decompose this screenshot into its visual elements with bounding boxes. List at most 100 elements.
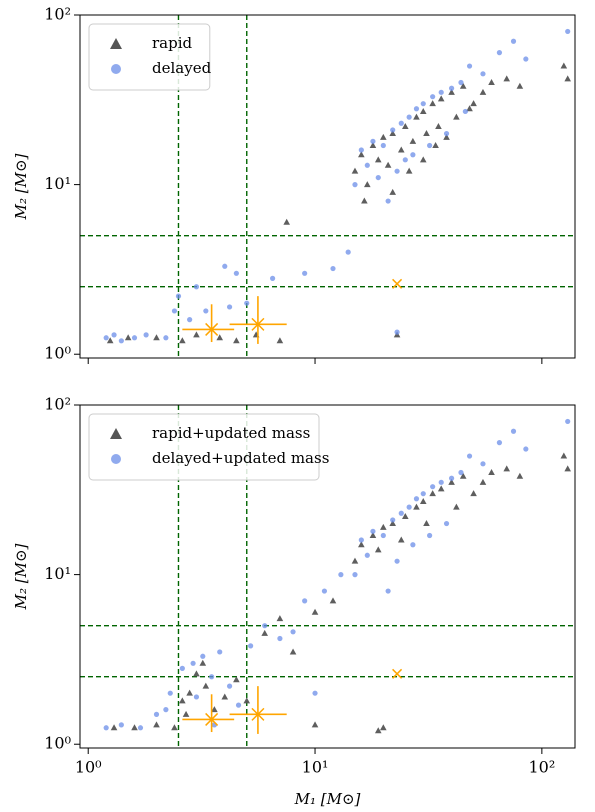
point <box>179 665 185 671</box>
point <box>453 503 460 510</box>
point <box>233 337 240 344</box>
point <box>410 152 416 158</box>
point <box>277 635 283 642</box>
observed-marker <box>251 707 265 721</box>
observed-marker <box>205 322 219 336</box>
point <box>510 38 517 44</box>
point <box>406 114 412 120</box>
point <box>222 263 228 269</box>
point <box>380 523 387 530</box>
point <box>397 146 405 153</box>
point <box>143 332 149 338</box>
point <box>420 101 426 107</box>
point <box>216 334 224 341</box>
observed-marker <box>251 317 265 331</box>
point <box>496 440 503 446</box>
point <box>510 428 517 434</box>
point <box>448 88 455 95</box>
point <box>199 659 207 666</box>
point <box>516 472 524 479</box>
point <box>516 82 524 89</box>
point <box>423 520 430 527</box>
point <box>523 446 529 452</box>
point <box>423 130 430 137</box>
point <box>496 50 503 56</box>
point <box>430 94 436 100</box>
point <box>370 138 376 144</box>
point <box>369 142 377 149</box>
point <box>462 108 468 115</box>
point <box>466 63 473 69</box>
point <box>103 725 109 731</box>
point <box>380 532 386 539</box>
point <box>459 82 467 89</box>
legend-label: rapid+updated mass <box>152 424 310 442</box>
point <box>352 572 358 578</box>
point <box>430 484 436 490</box>
point <box>163 335 169 341</box>
point <box>470 490 477 497</box>
point <box>435 123 442 130</box>
point <box>226 683 233 689</box>
point <box>409 137 417 144</box>
point <box>330 265 336 272</box>
point <box>153 721 160 728</box>
y-tick-label: 10² <box>44 5 71 24</box>
point <box>345 249 351 255</box>
point <box>523 56 529 62</box>
y-tick-label: 10¹ <box>44 564 71 583</box>
y-tick-label: 10⁰ <box>44 734 71 753</box>
point <box>193 694 200 700</box>
point <box>420 491 426 497</box>
point <box>427 142 433 149</box>
point <box>261 629 269 636</box>
point <box>565 28 571 35</box>
point <box>171 308 178 314</box>
point <box>385 198 391 204</box>
point <box>380 724 387 731</box>
point <box>448 478 455 485</box>
panel: 10⁰ 10¹ 10² M₂ [M⊙] rapid delayed <box>12 5 576 364</box>
point <box>163 707 169 713</box>
point <box>351 167 359 174</box>
point <box>438 479 444 485</box>
point <box>565 418 571 425</box>
point <box>560 452 568 459</box>
point <box>413 496 420 502</box>
point <box>401 513 409 520</box>
point <box>380 142 386 149</box>
point <box>458 469 464 476</box>
point <box>503 465 511 472</box>
point <box>401 123 409 130</box>
observed-marker <box>392 278 403 289</box>
x-axis-label: M₁ [M⊙] <box>294 790 361 808</box>
point <box>384 161 392 168</box>
point <box>193 284 200 290</box>
point <box>217 649 223 655</box>
point <box>459 472 467 479</box>
legend: rapid+updated mass delayed+updated mass <box>88 413 329 481</box>
point <box>351 557 359 564</box>
legend-marker <box>111 454 121 464</box>
point <box>321 588 328 594</box>
point <box>419 497 427 504</box>
point <box>233 676 240 683</box>
point <box>458 79 464 86</box>
point <box>479 88 487 95</box>
point <box>302 270 308 276</box>
point <box>374 546 382 553</box>
point <box>427 532 433 539</box>
point <box>413 113 420 120</box>
point <box>179 697 186 704</box>
point <box>358 537 364 543</box>
point <box>187 317 193 323</box>
point <box>480 71 486 77</box>
point <box>193 331 200 338</box>
point <box>211 706 218 713</box>
point <box>564 465 571 472</box>
point <box>364 552 370 558</box>
point <box>466 453 473 459</box>
point <box>110 724 118 731</box>
point <box>131 335 138 341</box>
